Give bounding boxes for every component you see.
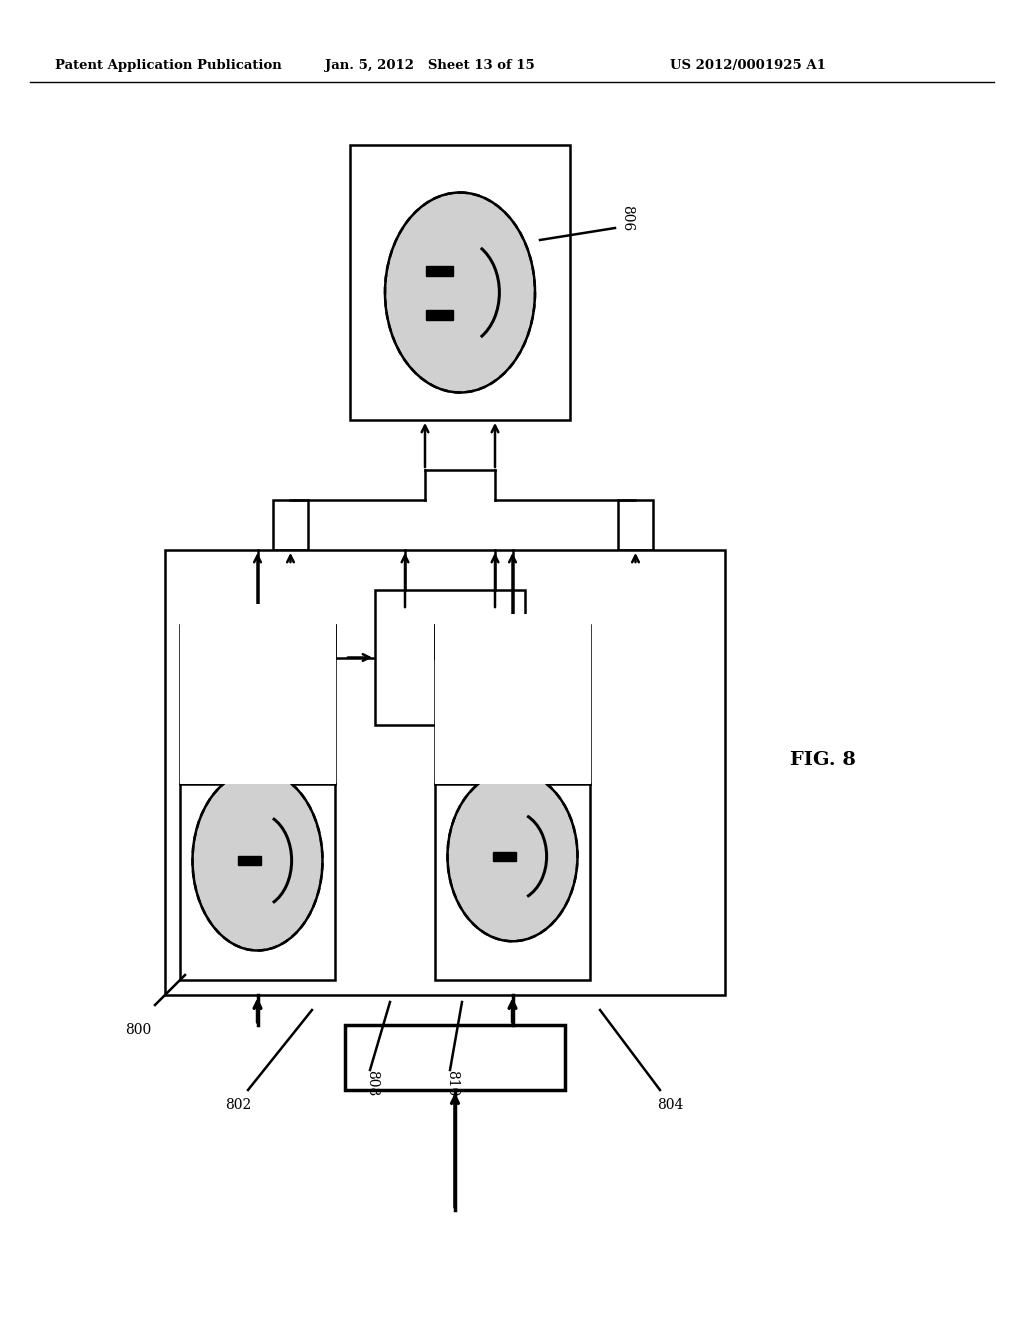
Text: Master GPU A: Master GPU A	[251, 652, 264, 754]
Text: 810: 810	[445, 1069, 459, 1096]
Bar	[165, 550, 725, 995]
Text: 806: 806	[620, 205, 634, 231]
Text: US 2012/0001925 A1: US 2012/0001925 A1	[670, 58, 826, 71]
Text: Patent Application Publication: Patent Application Publication	[55, 58, 282, 71]
Bar	[618, 500, 653, 550]
Bar	[493, 851, 516, 861]
Bar	[345, 1026, 565, 1090]
Ellipse shape	[385, 193, 535, 392]
Bar	[435, 624, 590, 979]
Text: Slave GPU B: Slave GPU B	[506, 659, 519, 747]
Text: FIG. 8: FIG. 8	[790, 751, 856, 770]
Bar	[434, 614, 591, 784]
Bar	[350, 145, 570, 420]
Bar	[180, 624, 335, 979]
Bar	[238, 855, 261, 865]
Bar	[375, 590, 525, 725]
Ellipse shape	[193, 771, 323, 950]
Text: 808: 808	[365, 1071, 379, 1096]
Text: 800: 800	[125, 1023, 152, 1038]
Text: Jan. 5, 2012   Sheet 13 of 15: Jan. 5, 2012 Sheet 13 of 15	[326, 58, 535, 71]
Bar	[179, 605, 336, 784]
Bar	[426, 265, 453, 276]
Bar	[273, 500, 308, 550]
Text: 802: 802	[225, 1098, 251, 1111]
Ellipse shape	[447, 771, 578, 941]
Text: 804: 804	[656, 1098, 683, 1111]
Bar	[426, 309, 453, 319]
